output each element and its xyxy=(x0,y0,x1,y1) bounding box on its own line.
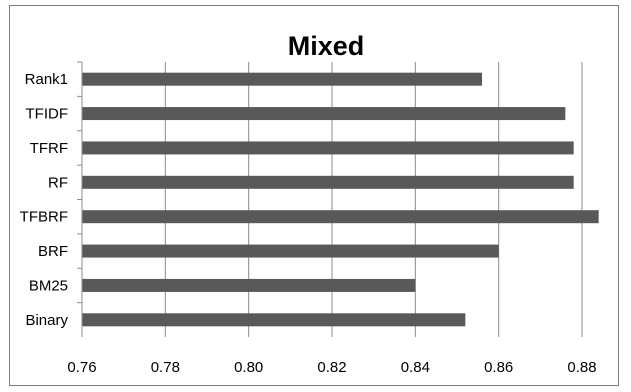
x-tick-label: 0.88 xyxy=(567,359,596,376)
x-tick-label: 0.78 xyxy=(151,359,180,376)
bar-tfbrf xyxy=(82,210,599,224)
bar-binary xyxy=(82,313,466,327)
category-label: BM25 xyxy=(29,277,68,294)
x-tick-labels: 0.76 0.78 0.80 0.82 0.84 0.86 0.88 xyxy=(67,359,596,376)
x-tick-label: 0.86 xyxy=(484,359,513,376)
x-tick-label: 0.80 xyxy=(234,359,263,376)
category-label: BRF xyxy=(38,243,68,260)
bar-tfidf xyxy=(82,107,566,121)
category-labels: Rank1 TFIDF TFRF RF TFBRF BRF BM25 Binary xyxy=(20,71,69,329)
category-label: Rank1 xyxy=(25,71,68,88)
chart-title: Mixed xyxy=(288,31,365,61)
category-label: TFRF xyxy=(30,140,68,157)
x-tick-label: 0.82 xyxy=(317,359,346,376)
category-label: TFBRF xyxy=(20,209,68,226)
bar-rf xyxy=(82,175,574,189)
category-label: Binary xyxy=(25,312,68,329)
grid-lines xyxy=(77,61,583,337)
x-tick-label: 0.84 xyxy=(401,359,430,376)
bar-brf xyxy=(82,244,499,258)
bar-tfrf xyxy=(82,141,574,155)
x-tick-label: 0.76 xyxy=(67,359,96,376)
category-label: TFIDF xyxy=(26,106,69,123)
category-label: RF xyxy=(48,174,68,191)
bar-bm25 xyxy=(82,278,416,292)
bar-rank1 xyxy=(82,72,482,86)
bars xyxy=(82,72,599,327)
